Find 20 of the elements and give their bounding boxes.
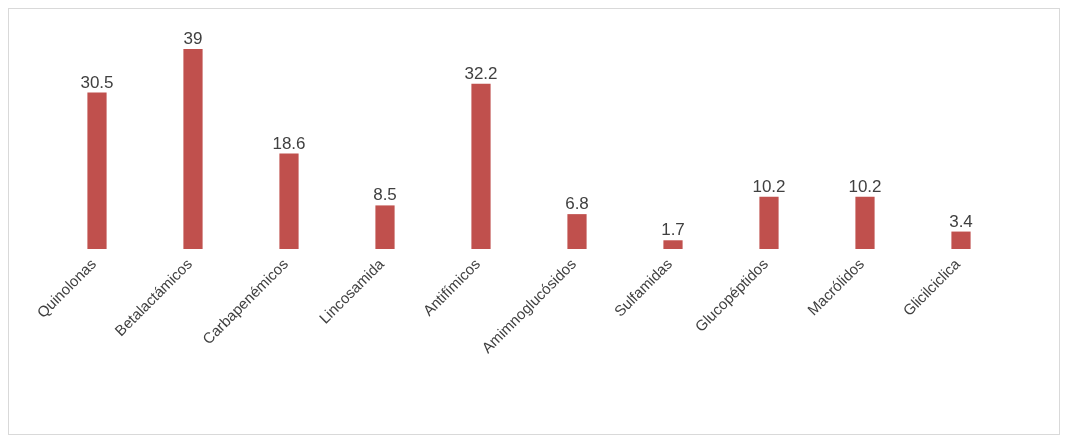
bar bbox=[759, 196, 779, 249]
bar bbox=[855, 196, 875, 249]
bar bbox=[279, 153, 299, 249]
data-label: 32.2 bbox=[464, 63, 498, 83]
bar bbox=[471, 83, 491, 249]
bar bbox=[183, 49, 203, 249]
data-label: 6.8 bbox=[565, 194, 589, 214]
bar bbox=[567, 214, 587, 249]
data-label: 1.7 bbox=[661, 220, 685, 240]
bar bbox=[87, 92, 107, 249]
bar bbox=[663, 240, 683, 249]
data-label: 18.6 bbox=[272, 133, 306, 153]
data-label: 10.2 bbox=[752, 176, 786, 196]
data-label: 10.2 bbox=[848, 176, 882, 196]
data-label: 30.5 bbox=[80, 72, 114, 92]
data-label: 3.4 bbox=[949, 211, 973, 231]
bar bbox=[375, 205, 395, 249]
data-label: 8.5 bbox=[373, 185, 397, 205]
data-label: 39 bbox=[183, 29, 203, 48]
bar bbox=[951, 231, 971, 249]
